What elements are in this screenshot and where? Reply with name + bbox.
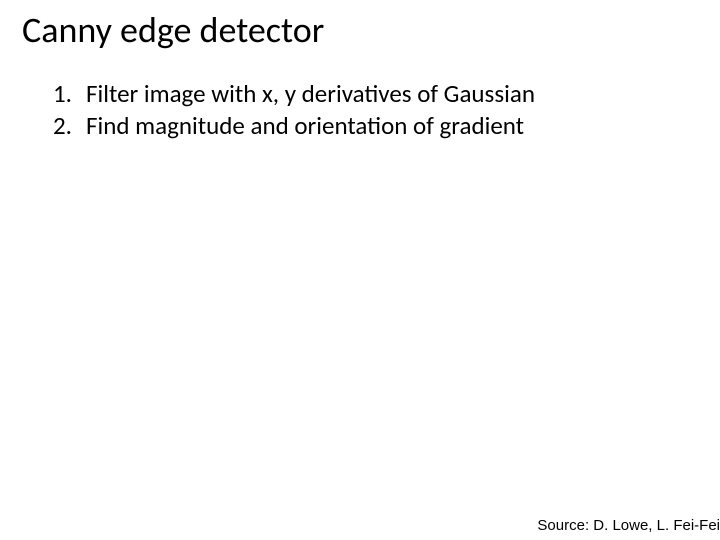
list-item-text: Find magnitude and orientation of gradie… xyxy=(86,110,690,142)
slide-title: Canny edge detector xyxy=(22,8,324,52)
ordered-list: 1. Filter image with x, y derivatives of… xyxy=(32,78,690,142)
list-item-text: Filter image with x, y derivatives of Ga… xyxy=(86,78,690,110)
list-item-number: 1. xyxy=(32,78,86,110)
source-attribution: Source: D. Lowe, L. Fei-Fei xyxy=(537,517,720,534)
list-item: 2. Find magnitude and orientation of gra… xyxy=(32,110,690,142)
slide: Canny edge detector 1. Filter image with… xyxy=(0,0,720,540)
list-item: 1. Filter image with x, y derivatives of… xyxy=(32,78,690,110)
list-item-number: 2. xyxy=(32,110,86,142)
